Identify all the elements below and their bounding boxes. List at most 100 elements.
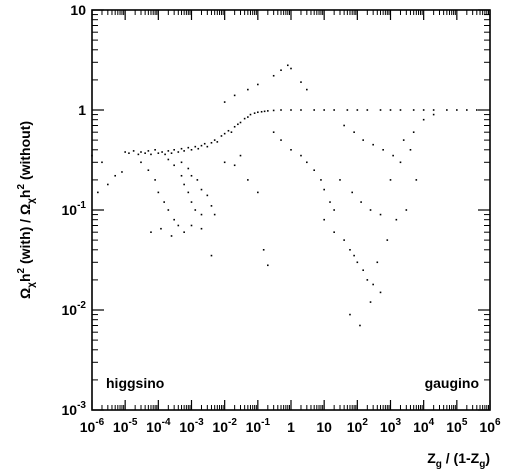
data-point: [422, 109, 425, 111]
y-axis-title: Ωχh2 (with) / Ωχh2 (without): [16, 121, 37, 299]
data-point: [132, 150, 135, 152]
data-point: [323, 218, 325, 221]
data-point: [223, 132, 226, 135]
data-point: [353, 254, 355, 257]
data-point: [333, 109, 335, 111]
data-point: [157, 191, 160, 194]
data-point: [200, 144, 203, 147]
data-point: [247, 116, 249, 118]
data-point: [196, 179, 199, 181]
data-point: [382, 148, 384, 151]
data-point: [194, 209, 197, 211]
x-tick-label: 106: [479, 417, 501, 435]
data-point: [167, 150, 170, 152]
data-point: [280, 139, 282, 141]
data-point: [412, 131, 415, 133]
data-point: [343, 239, 345, 241]
data-point: [233, 164, 236, 167]
data-point: [114, 174, 116, 177]
data-point: [300, 154, 302, 157]
data-point: [333, 209, 335, 211]
annotation-gaugino: gaugino: [425, 375, 479, 391]
data-point: [257, 191, 259, 194]
data-point: [432, 113, 435, 116]
data-point: [167, 158, 170, 161]
y-tick-label: 1: [78, 102, 86, 118]
data-point: [379, 109, 382, 111]
x-tick-label: 10-6: [80, 417, 105, 435]
data-point: [366, 109, 369, 111]
data-point: [376, 261, 379, 264]
data-point: [200, 188, 203, 191]
data-point: [194, 145, 197, 148]
data-point: [239, 154, 242, 157]
data-point: [272, 109, 275, 112]
data-point: [333, 231, 335, 233]
data-point: [369, 301, 372, 303]
data-point: [356, 261, 359, 264]
data-point: [187, 146, 190, 149]
data-point: [180, 147, 183, 150]
scatter-points: [91, 64, 478, 327]
data-point: [97, 191, 99, 194]
data-point: [206, 194, 209, 197]
data-point: [395, 218, 398, 221]
data-point: [154, 179, 156, 181]
data-point: [213, 213, 216, 216]
data-point: [372, 283, 374, 286]
y-tick-label: 10: [70, 2, 86, 18]
data-point: [313, 109, 315, 111]
x-tick-label: 10: [316, 419, 332, 435]
data-point: [183, 183, 185, 186]
data-point: [446, 109, 448, 111]
data-point: [170, 152, 173, 154]
data-point: [351, 191, 353, 194]
data-point: [140, 151, 142, 153]
data-point: [386, 239, 389, 241]
data-point: [216, 141, 219, 143]
data-point: [267, 110, 269, 112]
data-point: [366, 279, 369, 281]
data-point: [243, 117, 246, 120]
data-point: [220, 135, 223, 137]
data-point: [190, 174, 193, 177]
data-point: [415, 179, 418, 181]
data-point: [177, 224, 180, 227]
data-point: [349, 248, 351, 251]
data-point: [272, 131, 275, 133]
data-point: [362, 139, 364, 141]
data-point: [360, 201, 362, 203]
data-point: [173, 148, 175, 151]
data-point: [456, 109, 458, 111]
data-point: [306, 88, 308, 91]
data-point: [379, 291, 382, 294]
y-tick-labels: 10-3 10-2 10-1 1 10: [62, 2, 87, 418]
data-point: [233, 94, 236, 97]
data-point: [379, 213, 382, 216]
major-ticks: [91, 9, 491, 411]
data-point: [405, 209, 408, 211]
data-point: [210, 205, 213, 207]
data-point: [476, 109, 478, 111]
data-point: [121, 171, 123, 173]
data-point: [154, 148, 156, 151]
data-point: [369, 209, 372, 211]
data-point: [362, 269, 364, 272]
data-point: [300, 81, 302, 83]
data-point: [249, 113, 252, 116]
data-point: [356, 109, 359, 111]
data-point: [150, 153, 152, 156]
data-point: [432, 109, 435, 111]
data-point: [150, 231, 152, 233]
data-point: [466, 109, 468, 111]
y-tick-label: 10-1: [62, 200, 87, 218]
data-point: [200, 213, 203, 216]
data-point: [239, 121, 242, 124]
data-point: [280, 69, 282, 72]
data-point: [290, 109, 292, 111]
data-point: [286, 64, 289, 67]
data-point: [389, 179, 392, 181]
data-point: [124, 151, 126, 153]
data-point: [107, 183, 109, 186]
y-tick-label: 10-3: [62, 400, 87, 418]
